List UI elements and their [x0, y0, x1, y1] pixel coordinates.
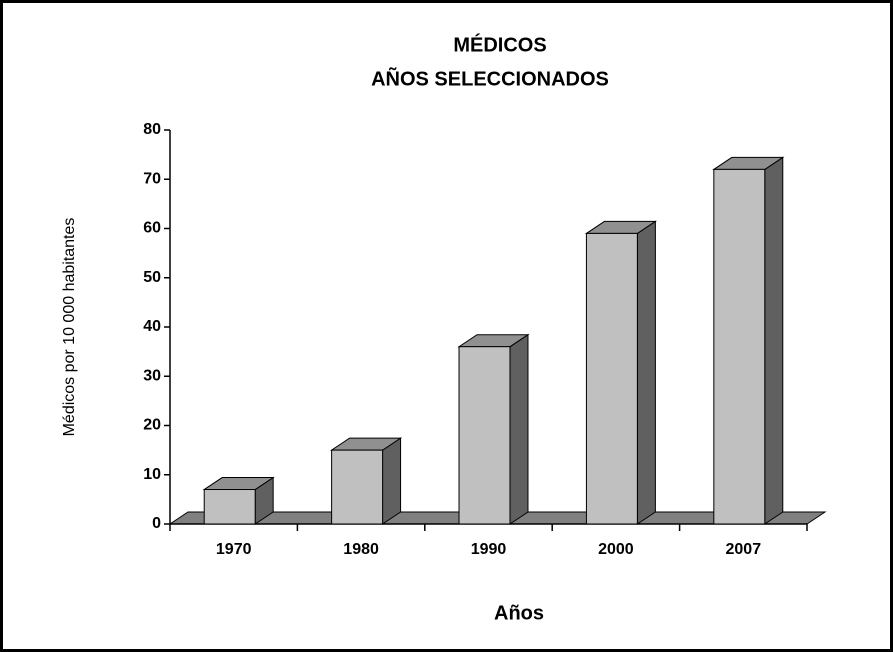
- bar: [203, 489, 256, 525]
- x-tick-label: 1970: [216, 541, 252, 558]
- bar: [713, 168, 766, 525]
- chart-title: MÉDICOS: [453, 33, 546, 56]
- bar: [458, 346, 511, 525]
- y-tick-label: 20: [143, 417, 161, 434]
- y-tick-label: 60: [143, 220, 161, 237]
- x-tick-label: 2000: [598, 541, 634, 558]
- bar: [331, 449, 384, 525]
- x-tick-label: 1980: [343, 541, 379, 558]
- y-tick-label: 0: [152, 515, 161, 532]
- x-tick-label: 2007: [726, 541, 762, 558]
- y-tick-label: 10: [143, 466, 161, 483]
- y-axis-title: Médicos por 10 000 habitantes: [61, 218, 78, 437]
- bar-side: [382, 437, 402, 525]
- bar-side: [636, 220, 656, 525]
- y-tick-label: 30: [143, 367, 161, 384]
- y-tick-label: 70: [143, 170, 161, 187]
- x-tick-label: 1990: [471, 541, 507, 558]
- y-tick-label: 40: [143, 318, 161, 335]
- y-tick-label: 50: [143, 269, 161, 286]
- bar-side: [509, 333, 529, 525]
- x-axis-title: Años: [494, 602, 544, 624]
- y-tick-label: 80: [143, 121, 161, 138]
- bar-side: [764, 156, 784, 525]
- chart-subtitle: AÑOS SELECCIONADOS: [371, 67, 609, 90]
- bar: [585, 232, 638, 525]
